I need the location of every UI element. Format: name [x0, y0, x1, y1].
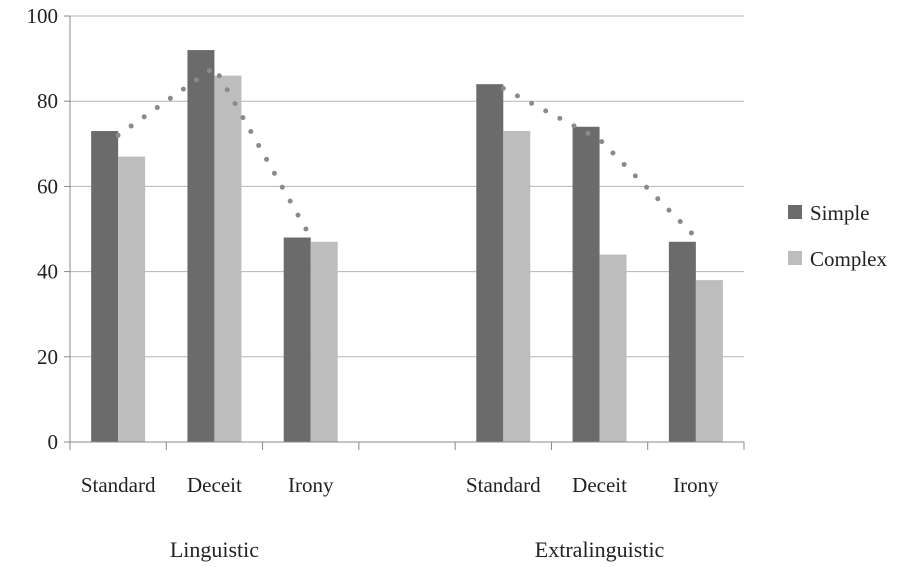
y-tick-label: 20 — [37, 345, 58, 369]
bar-complex — [695, 280, 723, 442]
bar-simple — [572, 126, 600, 442]
bar-simple — [283, 237, 311, 442]
bars — [91, 50, 723, 443]
legend-swatch — [788, 205, 802, 219]
bar-simple — [476, 84, 504, 442]
bar-simple — [91, 131, 119, 442]
bar-simple — [187, 50, 215, 443]
y-axis: 0 20 40 60 80 100 — [27, 4, 71, 454]
x-tick-label: Standard — [81, 473, 156, 497]
y-tick-label: 80 — [37, 89, 58, 113]
y-tick-label: 40 — [37, 260, 58, 284]
group-label: Linguistic — [170, 537, 259, 562]
legend-label: Simple — [810, 201, 870, 225]
x-axis: Standard Deceit Irony Standard Deceit Irony Li… — [69, 441, 745, 562]
y-tick-label: 100 — [27, 4, 59, 28]
group-label: Extralinguistic — [535, 537, 665, 562]
gridlines — [70, 15, 744, 358]
x-tick-label: Deceit — [187, 473, 242, 497]
legend: Simple Complex — [788, 201, 887, 271]
y-tick-label: 60 — [37, 174, 58, 198]
x-tick-label: Irony — [288, 473, 334, 497]
x-tick-label: Standard — [466, 473, 541, 497]
x-tick-label: Deceit — [572, 473, 627, 497]
bar-complex — [118, 156, 146, 442]
bar-complex — [310, 241, 338, 442]
trend-line — [500, 85, 699, 240]
bar-complex — [214, 75, 242, 442]
bar-complex — [599, 254, 627, 442]
bar-complex — [503, 131, 531, 442]
bar-simple — [668, 241, 696, 442]
x-tick-label: Irony — [673, 473, 719, 497]
legend-swatch — [788, 251, 802, 265]
legend-label: Complex — [810, 247, 887, 271]
y-tick-label: 0 — [48, 430, 59, 454]
